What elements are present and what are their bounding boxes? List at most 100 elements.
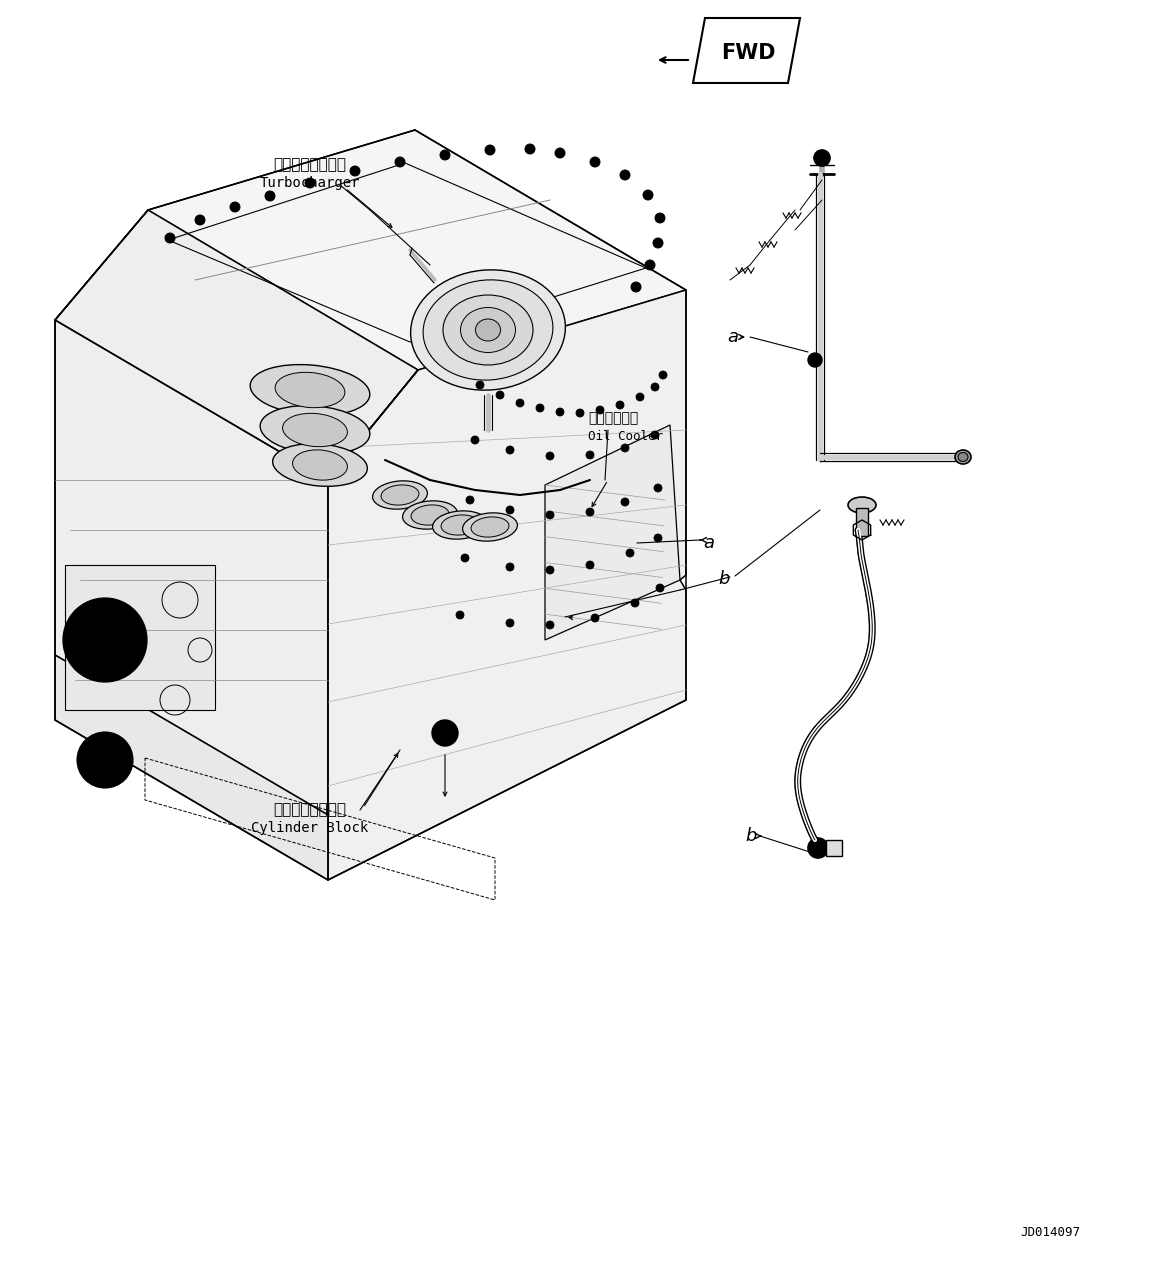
Ellipse shape (276, 372, 345, 407)
Ellipse shape (848, 497, 876, 513)
Circle shape (808, 839, 828, 857)
Circle shape (305, 178, 315, 188)
Circle shape (456, 612, 464, 619)
Circle shape (656, 584, 664, 591)
Circle shape (506, 619, 514, 627)
Ellipse shape (283, 414, 348, 446)
Circle shape (195, 214, 205, 224)
Polygon shape (148, 130, 686, 369)
Ellipse shape (261, 406, 370, 454)
Circle shape (495, 391, 504, 398)
Ellipse shape (250, 364, 370, 415)
Circle shape (506, 506, 514, 514)
Circle shape (350, 166, 361, 177)
Text: Turbocharger: Turbocharger (259, 177, 361, 190)
Text: b: b (745, 827, 757, 845)
Circle shape (437, 725, 454, 741)
Circle shape (586, 561, 594, 569)
Circle shape (77, 731, 133, 788)
Polygon shape (55, 211, 418, 815)
Circle shape (525, 144, 535, 154)
Circle shape (586, 451, 594, 459)
Circle shape (651, 431, 659, 439)
Circle shape (545, 566, 554, 574)
Circle shape (516, 398, 525, 407)
Ellipse shape (272, 444, 368, 487)
Circle shape (536, 404, 544, 412)
Circle shape (461, 554, 469, 562)
Circle shape (476, 381, 484, 388)
Ellipse shape (372, 480, 428, 509)
Text: Oil Cooler: Oil Cooler (588, 430, 663, 443)
Bar (826, 840, 842, 856)
Circle shape (545, 511, 554, 520)
Circle shape (808, 353, 822, 367)
Ellipse shape (443, 295, 533, 364)
Circle shape (590, 158, 600, 166)
Ellipse shape (461, 308, 515, 353)
Circle shape (230, 202, 240, 212)
Circle shape (545, 620, 554, 629)
Circle shape (636, 393, 644, 401)
Text: シリンダブロック: シリンダブロック (273, 802, 347, 817)
Circle shape (620, 170, 630, 180)
Circle shape (652, 238, 663, 248)
Ellipse shape (476, 319, 500, 340)
Circle shape (466, 496, 475, 504)
Circle shape (818, 154, 826, 161)
Text: b: b (719, 570, 730, 588)
Bar (856, 508, 868, 536)
Circle shape (95, 630, 115, 649)
Ellipse shape (433, 511, 487, 540)
Ellipse shape (471, 517, 509, 537)
Circle shape (814, 150, 830, 166)
Circle shape (632, 282, 641, 293)
Ellipse shape (423, 280, 552, 380)
Circle shape (654, 484, 662, 492)
Circle shape (621, 444, 629, 451)
Circle shape (632, 599, 638, 607)
Ellipse shape (958, 453, 968, 462)
Circle shape (556, 409, 564, 416)
Circle shape (654, 533, 662, 542)
Text: JD014097: JD014097 (1020, 1226, 1080, 1238)
Circle shape (595, 406, 604, 414)
Circle shape (655, 213, 665, 223)
Circle shape (63, 598, 147, 682)
Polygon shape (55, 654, 328, 880)
Ellipse shape (411, 270, 565, 390)
Text: オイルクーラ: オイルクーラ (588, 411, 638, 425)
Circle shape (586, 508, 594, 516)
Ellipse shape (381, 485, 419, 506)
Circle shape (440, 150, 450, 160)
Circle shape (813, 844, 823, 852)
Circle shape (506, 446, 514, 454)
Circle shape (485, 145, 495, 155)
Circle shape (626, 549, 634, 557)
Ellipse shape (955, 450, 971, 464)
Circle shape (616, 401, 625, 409)
Circle shape (621, 498, 629, 506)
Circle shape (506, 562, 514, 571)
Ellipse shape (463, 513, 518, 541)
Ellipse shape (293, 450, 348, 480)
Circle shape (643, 190, 652, 200)
Circle shape (645, 260, 655, 270)
Text: Cylinder Block: Cylinder Block (251, 821, 369, 835)
Circle shape (395, 158, 405, 166)
Text: a: a (702, 533, 714, 552)
Circle shape (431, 720, 458, 747)
Ellipse shape (402, 501, 457, 530)
Circle shape (265, 190, 274, 200)
Circle shape (576, 409, 584, 417)
Polygon shape (328, 290, 686, 880)
Circle shape (555, 148, 565, 158)
Polygon shape (65, 565, 215, 710)
Circle shape (659, 371, 668, 380)
Circle shape (651, 383, 659, 391)
Text: a: a (727, 328, 739, 346)
Text: FWD: FWD (721, 43, 776, 63)
Ellipse shape (411, 504, 449, 525)
Circle shape (829, 844, 839, 852)
Polygon shape (545, 425, 680, 641)
